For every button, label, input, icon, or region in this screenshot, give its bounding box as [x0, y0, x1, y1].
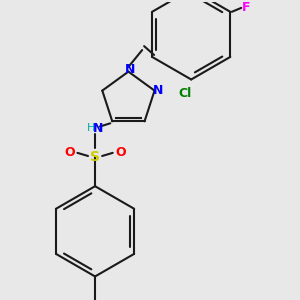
Text: S: S — [90, 150, 100, 164]
Text: H: H — [87, 123, 95, 133]
Text: F: F — [242, 2, 250, 14]
Text: O: O — [64, 146, 75, 159]
Text: N: N — [125, 63, 136, 76]
Text: N: N — [93, 122, 104, 135]
Text: Cl: Cl — [179, 87, 192, 100]
Text: O: O — [115, 146, 126, 159]
Text: N: N — [152, 84, 163, 97]
